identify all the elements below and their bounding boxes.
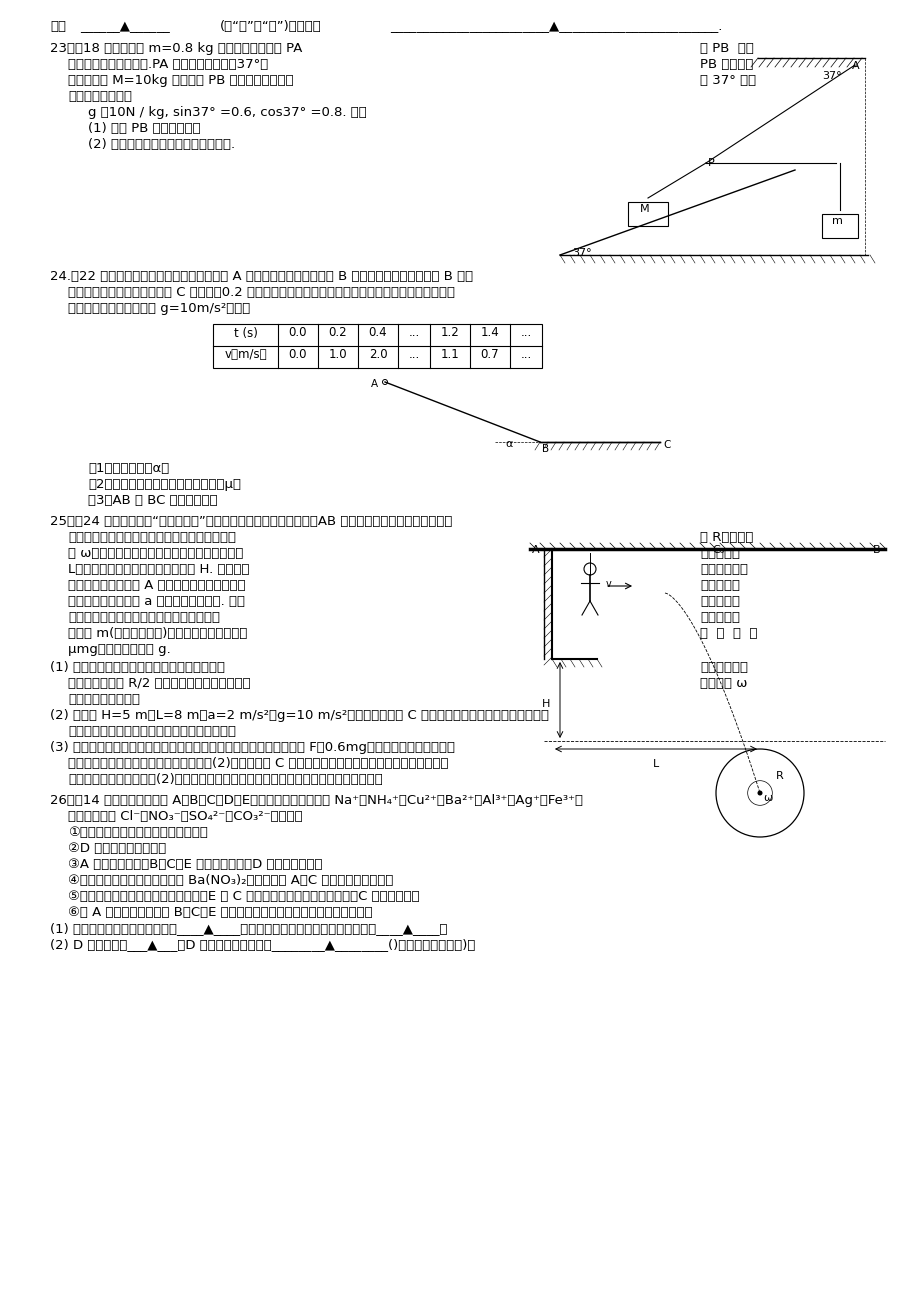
Text: 变为零，为保: 变为零，为保 xyxy=(699,661,747,674)
Text: 2.0: 2.0 xyxy=(369,349,387,362)
Text: P: P xyxy=(708,158,714,168)
Text: 26．（14 分）常见的五种盐 A、B、C、D、E，它们的阳离子可能是 Na⁺、NH₄⁺、Cu²⁺、Ba²⁺、Al³⁺、Ag⁺、Fe³⁺，: 26．（14 分）常见的五种盐 A、B、C、D、E，它们的阳离子可能是 Na⁺、… xyxy=(50,794,583,807)
Text: (1) 轻绳 PB 拉力的大小；: (1) 轻绳 PB 拉力的大小； xyxy=(88,122,200,135)
Text: ①五种盐均溶于水，水溶液均为无色；: ①五种盐均溶于水，水溶液均为无色； xyxy=(68,825,208,838)
Text: ③A 的溶液呈中性，B、C、E 的溶液呈酸性，D 的溶液呈碱性；: ③A 的溶液呈中性，B、C、E 的溶液呈酸性，D 的溶液呈碱性； xyxy=(68,858,323,871)
Bar xyxy=(213,324,541,368)
Text: L，平台边缘与转盘平面的高度差为 H. 选手抓住: L，平台边缘与转盘平面的高度差为 H. 选手抓住 xyxy=(68,562,249,575)
Text: 证他落在距圆心 R/2 以内不会被璎出转盘，转盘: 证他落在距圆心 R/2 以内不会被璎出转盘，转盘 xyxy=(68,677,250,690)
Text: 为 37° 的斜: 为 37° 的斜 xyxy=(699,74,755,87)
Bar xyxy=(628,202,667,227)
Text: M: M xyxy=(640,204,649,214)
Text: t (s): t (s) xyxy=(233,327,257,340)
Text: g 取10N / kg, sin37° =0.6, cos37° =0.8. 求：: g 取10N / kg, sin37° =0.6, cos37° =0.8. 求… xyxy=(88,105,367,118)
Text: 后速度大小不变），最后停在 C 点。每隔0.2 秒钟通过速度传感器测量物体的瞬时速度，下表给出了部分: 后速度大小不变），最后停在 C 点。每隔0.2 秒钟通过速度传感器测量物体的瞬时… xyxy=(68,286,455,299)
Text: (2) 木块所受斜面的摩擦力和弹力大小.: (2) 木块所受斜面的摩擦力和弹力大小. xyxy=(88,138,235,151)
Text: A: A xyxy=(851,61,858,72)
Text: 应限制在什么范围？: 应限制在什么范围？ xyxy=(68,693,140,706)
Text: 37°: 37° xyxy=(572,247,591,258)
Text: B: B xyxy=(541,444,549,454)
Text: ________________________▲________________________.: ________________________▲_______________… xyxy=(390,20,721,33)
Text: 水平距离为: 水平距离为 xyxy=(699,547,739,560)
Circle shape xyxy=(757,792,761,794)
Text: 面上，如图所示。: 面上，如图所示。 xyxy=(68,90,131,103)
Text: ⑤若在这五种盐溶液中分别加入氨水，E 和 C 溶液中生成沉淠，继续加氨水，C 中沉淠消失；: ⑤若在这五种盐溶液中分别加入氨水，E 和 C 溶液中生成沉淠，继续加氨水，C 中… xyxy=(68,891,419,904)
Text: α: α xyxy=(505,439,512,449)
Text: 0.2: 0.2 xyxy=(328,327,347,340)
Text: 1.1: 1.1 xyxy=(440,349,459,362)
Text: 37°: 37° xyxy=(821,72,841,81)
Text: (1) 五种盐中一定没有的阳离子是____▲____，所含阴离子相同的两种盐的化学式是____▲____。: (1) 五种盐中一定没有的阳离子是____▲____，所含阴离子相同的两种盐的化… xyxy=(50,922,447,935)
Text: C₀: C₀ xyxy=(711,546,723,555)
Text: 0.0: 0.0 xyxy=(289,327,307,340)
Text: R: R xyxy=(775,771,782,781)
Text: 悬挂器，可以: 悬挂器，可以 xyxy=(699,562,747,575)
Text: 为 R，角速度: 为 R，角速度 xyxy=(699,531,753,544)
Text: v（m/s）: v（m/s） xyxy=(224,349,267,362)
Text: 的角速度 ω: 的角速度 ω xyxy=(699,677,746,690)
Text: 在电动机带动下，从 A 点下方的平台边缘处汿水: 在电动机带动下，从 A 点下方的平台边缘处汿水 xyxy=(68,579,245,592)
Text: 25．（24 分）某电视台“快乐向前冲”节目中的场地设施如题图所示，AB 为水平直轨道，上面安装有电动: 25．（24 分）某电视台“快乐向前冲”节目中的场地设施如题图所示，AB 为水平… xyxy=(50,516,452,529)
Text: A: A xyxy=(370,379,378,389)
Text: ω: ω xyxy=(762,793,772,803)
Text: 他是从平台出发后经过多长时间释放悬挂器的？: 他是从平台出发后经过多长时间释放悬挂器的？ xyxy=(68,725,236,738)
Text: 闭了它的电动机，则按照(2)中数据计算悬挂器载着选手还能继续向右滑行多远的距离？: 闭了它的电动机，则按照(2)中数据计算悬挂器载着选手还能继续向右滑行多远的距离？ xyxy=(68,773,382,786)
Text: （1）斜面的倒角α；: （1）斜面的倒角α； xyxy=(88,462,169,475)
Text: v: v xyxy=(606,579,611,589)
Text: 测量数据。（重力加速度 g=10m/s²）求：: 测量数据。（重力加速度 g=10m/s²）求： xyxy=(68,302,250,315)
Text: （3）AB 与 BC 的长度之比。: （3）AB 与 BC 的长度之比。 xyxy=(88,493,218,506)
Text: (2) 若已知 H=5 m，L=8 m，a=2 m/s²，g=10 m/s²，且选手从某处 C 点释放能恰好落到转盘的圆心上，则: (2) 若已知 H=5 m，L=8 m，a=2 m/s²，g=10 m/s²，且… xyxy=(50,710,549,723)
Text: C: C xyxy=(663,440,670,450)
Text: 悬挂器，可以载人运动，水面上漂浮着一个半径: 悬挂器，可以载人运动，水面上漂浮着一个半径 xyxy=(68,531,236,544)
Text: B: B xyxy=(872,546,879,555)
Text: ...: ... xyxy=(408,327,419,340)
Text: 1.4: 1.4 xyxy=(480,327,499,340)
Text: 断，在合适的位置释放，才能顺利落在转盘: 断，在合适的位置释放，才能顺利落在转盘 xyxy=(68,611,220,624)
Text: 24.（22 分）如图所示，物体从光滑斜面上的 A 点由静止开始下滑，经过 B 点后进入水平面（设经过 B 点前: 24.（22 分）如图所示，物体从光滑斜面上的 A 点由静止开始下滑，经过 B … xyxy=(50,270,472,283)
Text: ②D 的焌色反应呈黄色；: ②D 的焌色反应呈黄色； xyxy=(68,842,166,855)
Bar xyxy=(821,214,857,238)
Text: A: A xyxy=(531,546,539,555)
Text: L: L xyxy=(652,759,658,769)
Text: 0.7: 0.7 xyxy=(480,349,499,362)
Text: (3) 若电动悬挂器开动后，针对不同选手的动力与该选手重力关系皆为 F＝0.6mg，悬挂器在轨道上运动时: (3) 若电动悬挂器开动后，针对不同选手的动力与该选手重力关系皆为 F＝0.6m… xyxy=(50,741,455,754)
Text: 阴离子可能是 Cl⁻、NO₃⁻、SO₄²⁻、CO₃²⁻。已知：: 阴离子可能是 Cl⁻、NO₃⁻、SO₄²⁻、CO₃²⁻。已知： xyxy=(68,810,302,823)
Text: （2）物体与水平面之间的动摩擦因数μ；: （2）物体与水平面之间的动摩擦因数μ； xyxy=(88,478,241,491)
Text: μmg，重力加速度为 g.: μmg，重力加速度为 g. xyxy=(68,643,171,656)
Text: 1.2: 1.2 xyxy=(440,327,459,340)
Text: ______▲______: ______▲______ xyxy=(80,20,170,33)
Text: 为 ω，铺有海绵垫的转盘，转盘的轴心离平台的: 为 ω，铺有海绵垫的转盘，转盘的轴心离平台的 xyxy=(68,547,244,560)
Text: (2) D 的化学式为___▲___，D 溶液显碱性的原因是________▲________()用离子方程式表示)。: (2) D 的化学式为___▲___，D 溶液显碱性的原因是________▲_… xyxy=(50,937,475,950)
Text: 速度为零，加速度为 a 的匀加速直线运动. 选手: 速度为零，加速度为 a 的匀加速直线运动. 选手 xyxy=(68,595,244,608)
Text: ...: ... xyxy=(408,349,419,362)
Text: 答：: 答： xyxy=(50,20,66,33)
Text: (填“是”或“否”)；理由是: (填“是”或“否”)；理由是 xyxy=(220,20,322,33)
Text: ...: ... xyxy=(520,327,531,340)
Text: 和 PB  的结: 和 PB 的结 xyxy=(699,42,753,55)
Text: 点上并处于静止状态。.PA 与竖直方向的夹角37°，: 点上并处于静止状态。.PA 与竖直方向的夹角37°， xyxy=(68,59,268,72)
Text: ④若在这五种盐溶液中分别加入 Ba(NO₃)₂溶液，只有 A、C 的溶液不产生沉淠；: ④若在这五种盐溶液中分别加入 Ba(NO₃)₂溶液，只有 A、C 的溶液不产生沉… xyxy=(68,874,393,887)
Text: 向。质量为 M=10kg 的木块与 PB 相连，静止于倒角: 向。质量为 M=10kg 的木块与 PB 相连，静止于倒角 xyxy=(68,74,293,87)
Text: H: H xyxy=(541,699,550,710)
Text: 0.0: 0.0 xyxy=(289,349,307,362)
Text: 23．（18 分）质量为 m=0.8 kg 的码码悬挂在轻绳 PA: 23．（18 分）质量为 m=0.8 kg 的码码悬挂在轻绳 PA xyxy=(50,42,302,55)
Text: 必须作好判: 必须作好判 xyxy=(699,595,739,608)
Text: 上，设人的: 上，设人的 xyxy=(699,611,739,624)
Text: 质量为 m(不计身高大小)，人与转盘间的最大静: 质量为 m(不计身高大小)，人与转盘间的最大静 xyxy=(68,628,247,641)
Text: m: m xyxy=(831,216,842,227)
Text: ...: ... xyxy=(520,349,531,362)
Text: 0.4: 0.4 xyxy=(369,327,387,340)
Text: 平方向做初: 平方向做初 xyxy=(699,579,739,592)
Text: 摩  擦  力  为: 摩 擦 力 为 xyxy=(699,628,756,641)
Text: 1.0: 1.0 xyxy=(328,349,347,362)
Text: PB 沟水平方: PB 沟水平方 xyxy=(699,59,753,72)
Text: (1) 假设选手落到转盘上瞬间相对转盘速度立即: (1) 假设选手落到转盘上瞬间相对转盘速度立即 xyxy=(50,661,225,674)
Text: ⑥把 A 的溶液分别加入到 B、C、E 的溶液中，均能生成不溶于稀硫酸的沉淠。: ⑥把 A 的溶液分别加入到 B、C、E 的溶液中，均能生成不溶于稀硫酸的沉淠。 xyxy=(68,906,372,919)
Text: 存在恒定的摩擦阻力，选手在运动到上面(2)中所述位置 C 点时，因选手恐惧没有释放悬挂器，但立即关: 存在恒定的摩擦阻力，选手在运动到上面(2)中所述位置 C 点时，因选手恐惧没有释… xyxy=(68,756,448,769)
